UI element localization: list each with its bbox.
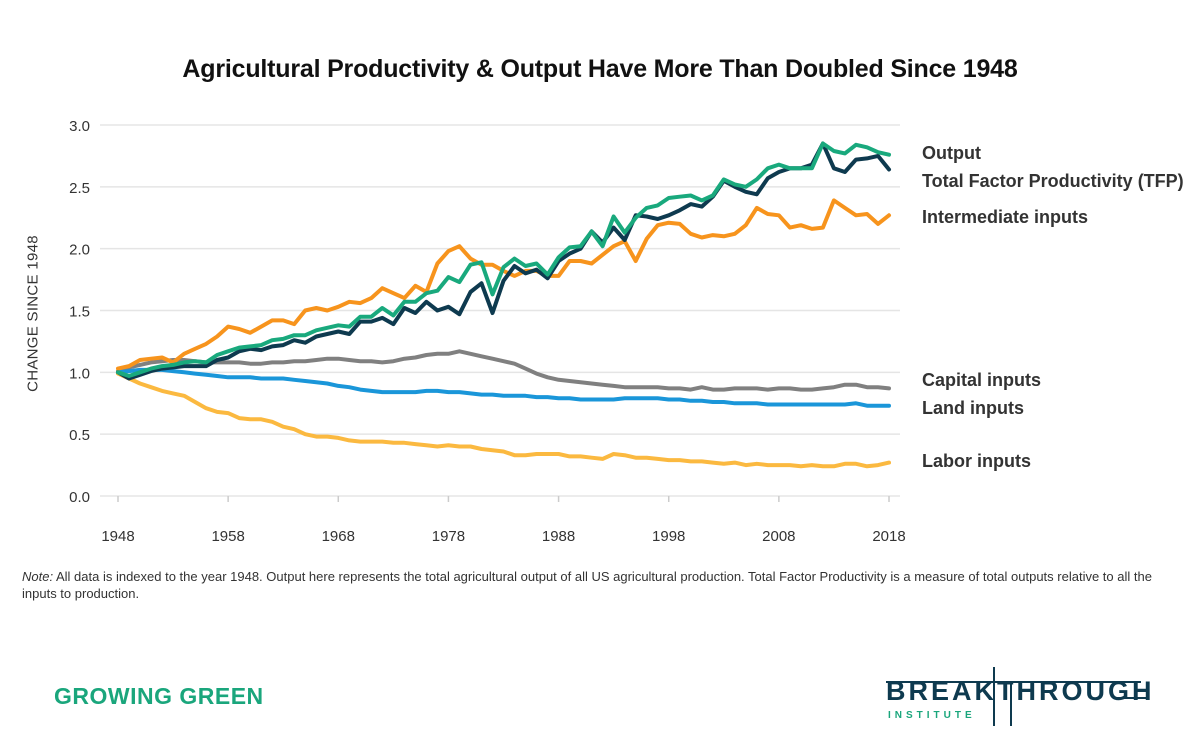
legend-label: Output [922,143,981,163]
logo-lines [886,667,1148,726]
y-tick-label: 0.0 [69,489,90,506]
x-tick-label: 1988 [542,528,575,545]
y-tick-label: 0.5 [69,427,90,444]
chart-note: Note: All data is indexed to the year 19… [22,568,1172,602]
y-tick-label: 1.0 [69,365,90,382]
x-tick-label: 1968 [322,528,355,545]
x-tick-label: 1998 [652,528,685,545]
line-chart: 0.00.51.01.52.02.53.0 1948 1958 1968 1978 19… [69,118,906,545]
series-line-labor-inputs [116,371,891,469]
legend-label: Labor inputs [922,451,1031,471]
chart-title: Agricultural Productivity & Output Have … [182,55,1018,83]
y-tick-label: 2.0 [69,242,90,259]
x-tick-labels: 1948 1958 1968 1978 1988 1998 2008 2018 [101,496,906,545]
logo-sub-text: INSTITUTE [888,710,976,721]
y-tick-labels: 0.0 0.5 1.0 1.5 2.0 2.5 3.0 [69,118,90,506]
x-tick-label: 1958 [211,528,244,545]
breakthrough-institute-logo: BREAKTHROUGH INSTITUTE [886,664,1156,728]
legend-label: Intermediate inputs [922,207,1089,227]
y-tick-label: 1.5 [69,304,90,321]
legend-label: Total Factor Productivity (TFP) [922,171,1184,191]
x-tick-label: 1948 [101,528,134,545]
y-tick-label: 2.5 [69,180,90,197]
legend-label: Land inputs [922,398,1024,418]
series-lines [116,141,891,469]
x-tick-label: 2018 [872,528,905,545]
y-tick-label: 3.0 [69,118,90,135]
growing-green-brand: GROWING GREEN [54,683,264,709]
series-line-total-factor-productivity-tfp [116,141,891,381]
series-line-land-inputs [116,367,891,408]
note-label: Note: [22,569,54,584]
series-line-output [116,141,891,378]
legend-label: Capital inputs [922,370,1042,390]
note-text: All data is indexed to the year 1948. Ou… [22,569,1152,601]
logo-main-text: BREAKTHROUGH [886,676,1155,706]
x-tick-label: 2008 [762,528,795,545]
gridlines [100,124,900,497]
series-line-capital-inputs [116,349,891,392]
x-tick-label: 1978 [432,528,465,545]
